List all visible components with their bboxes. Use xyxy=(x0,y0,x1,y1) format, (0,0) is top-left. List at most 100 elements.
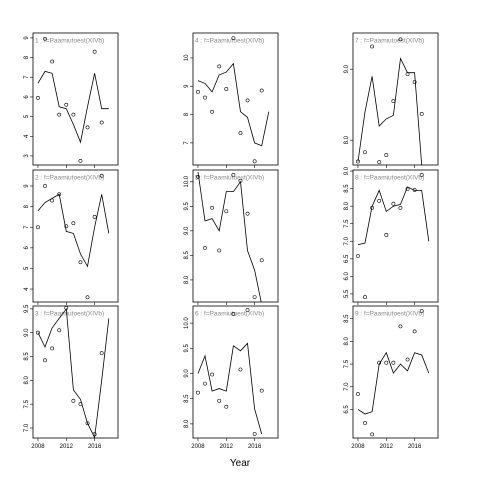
y-tick-label: 9.0 xyxy=(184,226,190,235)
panel-title: 9 : f=Paamiutoest(XIVb) xyxy=(355,311,424,318)
panel-title: 4 : f=Paamiutoest(XIVb) xyxy=(195,38,264,45)
panel: 5 : f=Paamiutoest(XIVb) xyxy=(195,171,264,302)
fit-line xyxy=(37,70,109,144)
panel-frame xyxy=(32,305,119,439)
fit-line xyxy=(357,351,430,415)
data-point xyxy=(36,330,40,335)
data-point xyxy=(64,102,69,107)
data-point xyxy=(384,233,389,237)
y-tick-label: 9.0 xyxy=(184,369,190,378)
data-point xyxy=(231,312,236,316)
y-tick-label: 8.5 xyxy=(344,184,350,193)
x-tick-label: 2012 xyxy=(60,444,74,450)
fit-line xyxy=(197,62,270,147)
y-tick-label: 6.5 xyxy=(344,405,350,414)
data-point xyxy=(238,178,243,183)
panel-frame xyxy=(192,32,279,166)
y-tick-label: 8.0 xyxy=(344,135,350,144)
data-point xyxy=(356,254,360,258)
data-point xyxy=(405,357,410,362)
data-point xyxy=(391,99,396,104)
data-point xyxy=(85,421,90,426)
fit-line xyxy=(357,186,430,246)
x-tick-label: 2012 xyxy=(220,444,234,450)
data-point xyxy=(252,159,257,164)
y-tick-label: 5 xyxy=(24,266,30,270)
y-tick-label: 7 xyxy=(184,141,190,145)
data-point xyxy=(259,388,264,393)
panel-frame xyxy=(352,169,439,303)
fit-line xyxy=(357,57,423,165)
y-tick-label: 7 xyxy=(24,225,30,229)
data-point xyxy=(419,309,424,313)
fit-line xyxy=(37,193,110,268)
y-tick-label: 4 xyxy=(24,134,30,138)
y-tick-label: 9 xyxy=(24,36,30,40)
data-point xyxy=(217,398,222,403)
data-point xyxy=(99,351,104,356)
y-tick-label: 10.0 xyxy=(184,317,190,329)
data-point xyxy=(259,258,264,263)
data-point xyxy=(203,246,207,250)
data-point xyxy=(238,367,243,372)
y-tick-label: 8.0 xyxy=(344,201,350,210)
data-point xyxy=(224,404,229,409)
y-tick-label: 8.0 xyxy=(184,275,190,284)
fit-line xyxy=(197,342,263,435)
panel-title: 2 : f=Paamiutoest(XIVb) xyxy=(35,175,104,182)
data-point xyxy=(412,188,417,192)
y-tick-label: 9 xyxy=(24,184,30,188)
y-tick-label: 8 xyxy=(24,204,30,208)
y-tick-label: 9.0 xyxy=(24,328,30,337)
data-point xyxy=(419,112,424,116)
panel: 8 : f=Paamiutoest(XIVb) xyxy=(355,173,430,299)
y-tick-label: 9.5 xyxy=(24,304,30,313)
y-tick-label: 5.5 xyxy=(344,289,350,298)
data-point xyxy=(92,215,97,219)
data-point xyxy=(405,72,410,77)
y-tick-label: 7.5 xyxy=(344,359,350,368)
data-point xyxy=(370,44,375,49)
y-tick-label: 4 xyxy=(24,287,30,291)
data-point xyxy=(50,59,55,64)
y-tick-label: 9.0 xyxy=(344,166,350,175)
y-tick-label: 6 xyxy=(24,95,30,99)
panel-frame xyxy=(352,32,439,166)
y-tick-label: 8.5 xyxy=(24,352,30,361)
fit-line xyxy=(197,171,262,302)
y-tick-label: 7.0 xyxy=(344,382,350,391)
y-tick-label: 3 xyxy=(24,154,30,158)
y-tick-label: 6 xyxy=(24,246,30,250)
y-tick-label: 8.5 xyxy=(344,314,350,323)
data-point xyxy=(71,221,76,226)
data-point xyxy=(210,372,215,377)
y-tick-label: 6.0 xyxy=(344,272,350,281)
data-point xyxy=(196,174,200,179)
data-point xyxy=(252,432,257,436)
data-point xyxy=(398,37,403,42)
data-point xyxy=(377,360,382,365)
panel-title: 3 : f=Paamiutoest(XIVb) xyxy=(35,311,104,318)
data-point xyxy=(78,260,83,265)
data-point xyxy=(217,248,222,253)
y-tick-label: 7.5 xyxy=(24,399,30,408)
data-point xyxy=(36,225,40,230)
y-tick-label: 7 xyxy=(24,75,30,79)
y-tick-label: 8.0 xyxy=(344,337,350,346)
data-point xyxy=(85,125,90,130)
data-point xyxy=(363,295,367,299)
y-tick-label: 5 xyxy=(24,114,30,118)
data-point xyxy=(231,36,236,40)
data-point xyxy=(85,295,90,300)
data-point xyxy=(50,346,55,351)
panel-title: 7 : f=Paamiutoest(XIVb) xyxy=(355,38,424,45)
y-tick-label: 9 xyxy=(184,84,190,88)
data-point xyxy=(71,112,76,117)
panel-frame xyxy=(192,169,279,303)
data-point xyxy=(99,173,104,178)
panel: 9 : f=Paamiutoest(XIVb) xyxy=(355,309,430,437)
y-tick-label: 7.0 xyxy=(344,236,350,245)
y-tick-label: 8 xyxy=(184,112,190,116)
y-tick-label: 8.5 xyxy=(184,394,190,403)
panel-frame xyxy=(192,305,279,439)
